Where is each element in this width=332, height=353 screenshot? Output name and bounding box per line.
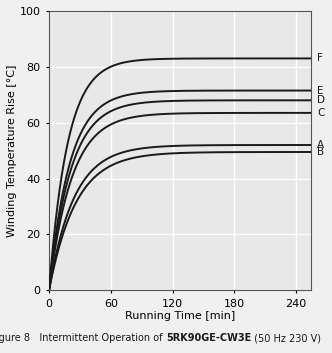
Text: B: B bbox=[317, 147, 324, 157]
Text: Figure 8   Intermittent Operation of: Figure 8 Intermittent Operation of bbox=[0, 333, 166, 343]
Text: (50 Hz 230 V): (50 Hz 230 V) bbox=[251, 333, 321, 343]
X-axis label: Running Time [min]: Running Time [min] bbox=[125, 311, 235, 321]
Text: F: F bbox=[317, 53, 323, 64]
Text: A: A bbox=[317, 140, 324, 150]
Text: D: D bbox=[317, 95, 325, 105]
Text: 5RK90GE-CW3E: 5RK90GE-CW3E bbox=[166, 333, 251, 343]
Text: C: C bbox=[317, 108, 324, 118]
Y-axis label: Winding Temperature Rise [°C]: Winding Temperature Rise [°C] bbox=[7, 64, 17, 237]
Text: E: E bbox=[317, 85, 324, 96]
